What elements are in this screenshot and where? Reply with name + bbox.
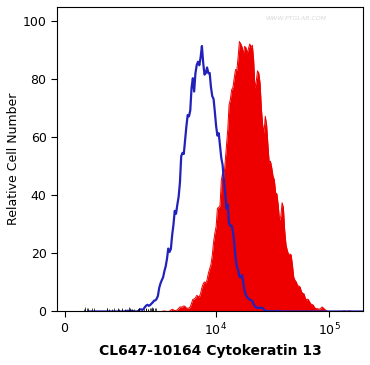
Text: WWW.PTGLAB.COM: WWW.PTGLAB.COM xyxy=(265,16,326,21)
X-axis label: CL647-10164 Cytokeratin 13: CL647-10164 Cytokeratin 13 xyxy=(99,344,322,358)
Y-axis label: Relative Cell Number: Relative Cell Number xyxy=(7,93,20,226)
